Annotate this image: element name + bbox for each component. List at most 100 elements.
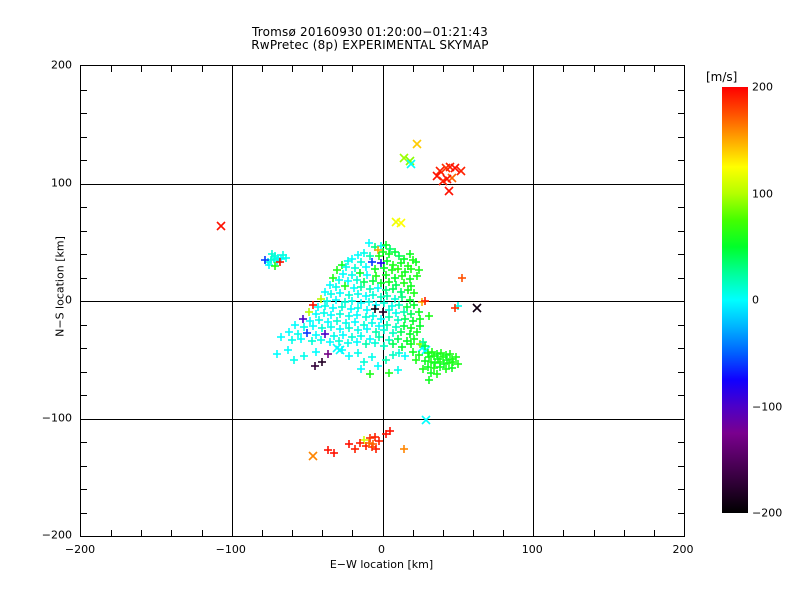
scatter-marker-plus [289,355,299,365]
scatter-marker-cross [441,163,451,173]
scatter-marker-plus [381,240,391,250]
scatter-marker-plus [414,265,424,275]
scatter-marker-plus [347,270,357,280]
scatter-marker-plus [335,324,345,334]
colorbar-tick-label: 0 [752,293,759,307]
scatter-marker-plus [432,349,442,359]
scatter-marker-plus [364,238,374,248]
scatter-marker-plus [356,298,366,308]
scatter-marker-plus [264,260,274,270]
scatter-marker-plus [334,275,344,285]
scatter-marker-plus [344,311,354,321]
scatter-marker-plus [384,305,394,315]
scatter-marker-plus [393,315,403,325]
scatter-marker-plus [381,270,391,280]
scatter-marker-plus [368,439,378,449]
x-axis-minor-tick-top [202,66,203,72]
scatter-marker-plus [429,351,439,361]
scatter-marker-plus [406,281,416,291]
scatter-marker-plus [424,352,434,362]
scatter-marker-cross [396,218,406,229]
scatter-marker-plus [308,321,318,331]
scatter-marker-plus [387,265,397,275]
y-axis-minor-tick-right [678,160,684,161]
scatter-marker-plus [403,285,413,295]
x-axis-minor-tick [111,530,112,536]
scatter-marker-plus [384,335,394,345]
scatter-marker-plus [370,264,380,274]
scatter-marker-plus [388,350,398,360]
scatter-marker-plus [364,438,374,448]
scatter-marker-plus [399,307,409,317]
x-axis-minor-tick [473,530,474,536]
scatter-marker-plus [365,251,375,261]
y-axis-minor-tick [81,372,87,373]
scatter-marker-plus [423,348,433,358]
scatter-marker-plus [273,253,283,263]
scatter-marker-plus [326,322,336,332]
scatter-marker-plus [270,261,280,271]
y-axis-minor-tick [81,231,87,232]
scatter-marker-plus [405,295,415,305]
y-axis-minor-tick-right [678,489,684,490]
scatter-marker-plus [391,322,401,332]
scatter-marker-plus [272,349,282,359]
scatter-marker-plus [439,359,449,369]
scatter-marker-plus [388,260,398,270]
scatter-marker-plus [323,349,333,359]
scatter-marker-plus [325,280,335,290]
colorbar [722,87,748,513]
scatter-marker-plus [350,317,360,327]
scatter-marker-plus [393,365,403,375]
scatter-marker-plus [299,322,309,332]
scatter-marker-plus [361,312,371,322]
scatter-marker-plus [390,273,400,283]
scatter-marker-cross [308,451,318,461]
scatter-marker-plus [275,257,285,267]
colorbar-title: [m/s] [706,70,738,84]
scatter-marker-cross [445,162,455,172]
scatter-marker-plus [272,256,282,266]
scatter-marker-plus [384,312,394,322]
x-axis-minor-tick-top [322,66,323,72]
scatter-marker-plus [441,364,451,374]
scatter-marker-plus [320,329,330,339]
scatter-marker-plus [338,330,348,340]
scatter-marker-plus [376,314,386,324]
scatter-marker-plus [376,241,386,251]
scatter-marker-plus [365,334,375,344]
scatter-marker-cross [399,153,409,163]
colorbar-gradient [722,87,748,513]
scatter-marker-plus [350,444,360,454]
gridline-horizontal [81,301,684,302]
scatter-marker-plus [376,278,386,288]
scatter-marker-plus [394,348,404,358]
scatter-marker-plus [343,276,353,286]
scatter-marker-plus [344,323,354,333]
scatter-marker-plus [359,277,369,287]
scatter-marker-plus [376,258,386,268]
scatter-marker-plus [396,287,406,297]
scatter-marker-cross [472,303,483,313]
scatter-marker-cross [450,163,460,173]
scatter-marker-plus [418,364,428,374]
x-axis-minor-tick [202,530,203,536]
scatter-marker-plus [355,268,365,278]
scatter-marker-plus [368,311,378,321]
scatter-marker-plus [269,254,279,264]
scatter-marker-plus [384,249,394,259]
x-axis-minor-tick [262,530,263,536]
scatter-marker-plus [387,301,397,311]
scatter-marker-plus [400,351,410,361]
y-axis-minor-tick [81,137,87,138]
scatter-marker-plus [361,339,371,349]
scatter-marker-plus [379,325,389,335]
scatter-marker-plus [396,327,406,337]
x-axis-minor-tick-top [563,66,564,72]
scatter-marker-plus [381,429,391,439]
scatter-marker-plus [405,274,415,284]
scatter-marker-plus [423,362,433,372]
scatter-marker-plus [310,361,320,371]
x-axis-label: E−W location [km] [329,558,434,571]
scatter-marker-plus [371,444,381,454]
